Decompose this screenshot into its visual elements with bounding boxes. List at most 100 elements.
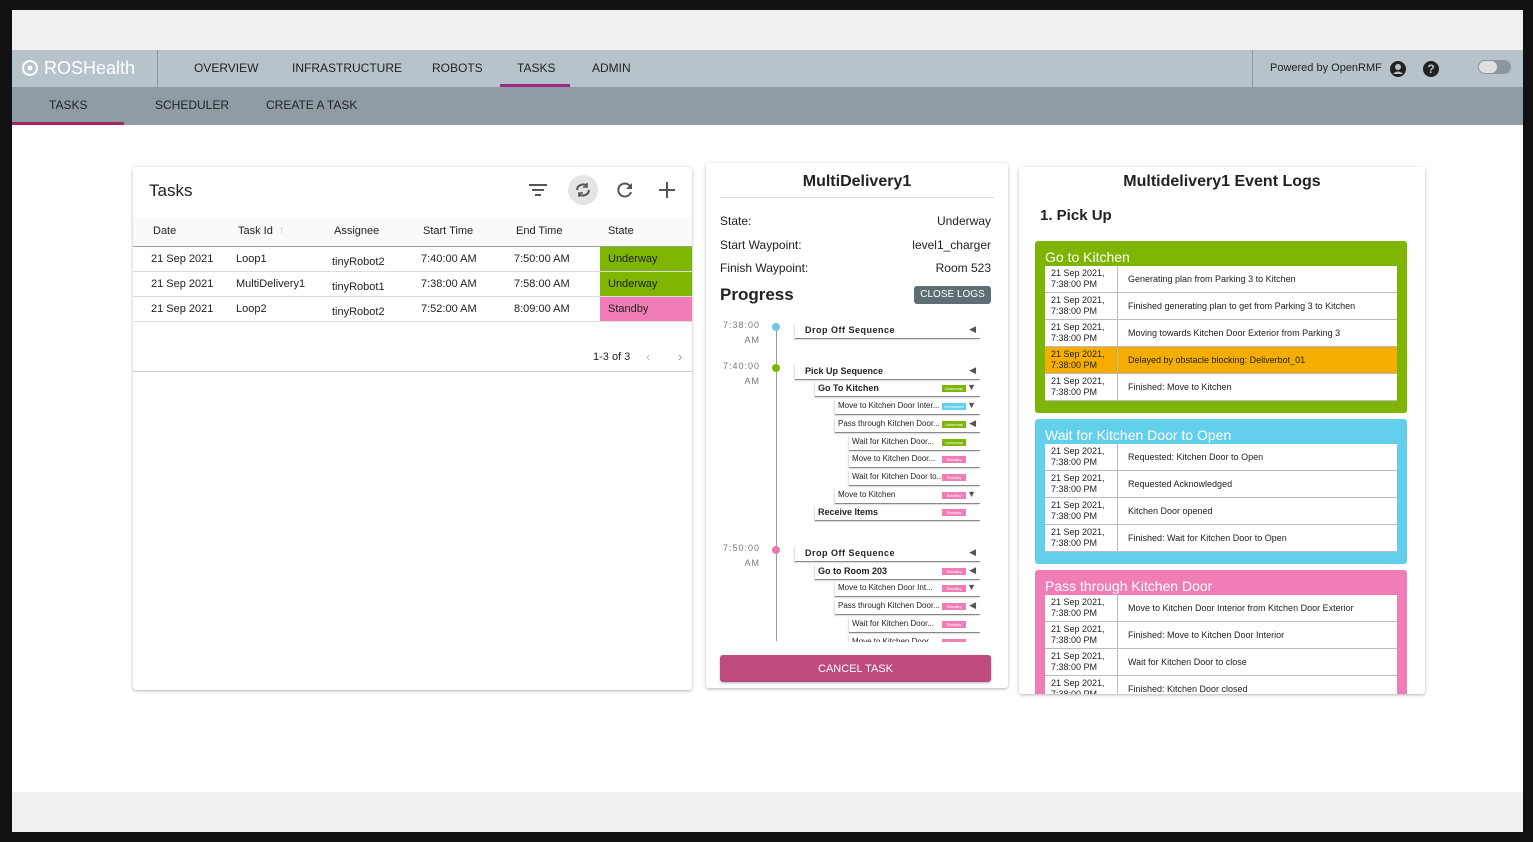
brand: ROSHealth (44, 58, 136, 78)
progress-item[interactable]: Move to Kitchen Door... Standby (849, 452, 980, 469)
item-label: Wait for Kitchen Door... (852, 618, 934, 628)
progress-item[interactable]: Receive Items Standby (815, 505, 980, 522)
item-label: Wait for Kitchen Door to... (852, 471, 944, 481)
progress-item[interactable]: Pass through Kitchen Door... Underway ◀ (835, 417, 980, 433)
logs-title: Multidelivery1 Event Logs (1123, 173, 1321, 190)
log-group-title: Pass through Kitchen Door (1045, 578, 1213, 594)
nav-item[interactable]: ADMIN (592, 61, 631, 75)
help-icon[interactable]: ? (1422, 60, 1440, 78)
status-badge: Standby (942, 620, 966, 628)
log-time-text: 21 Sep 2021, 7:38:00 PM (1051, 446, 1105, 467)
cancel-task-button[interactable]: CANCEL TASK (720, 655, 991, 682)
account-icon[interactable] (1389, 60, 1407, 78)
item-label: Move to Kitchen Door Inter... (838, 401, 940, 411)
log-time-text: 21 Sep 2021, 7:38:00 PM (1051, 500, 1105, 521)
toggle-icon[interactable]: ▼ (967, 488, 976, 499)
item-label: Pass through Kitchen Door... (838, 418, 940, 428)
item-label: Wait for Kitchen Door... (852, 436, 934, 446)
status-badge: Underway (942, 438, 966, 446)
close-logs-button[interactable]: CLOSE LOGS (914, 286, 991, 304)
toolbar-icon[interactable] (568, 175, 598, 205)
subnav-item[interactable]: TASKS (49, 98, 88, 112)
toggle-icon[interactable]: ◀ (969, 417, 976, 428)
toggle-icon[interactable]: ▼ (967, 382, 976, 393)
icon-glyph (659, 182, 675, 198)
nav-item[interactable]: ROBOTS (432, 61, 483, 75)
log-group: Go to Kitchen 21 Sep 2021, 7:38:00 PM Gene… (1035, 241, 1407, 413)
toggle-icon[interactable]: ▼ (967, 400, 976, 411)
timeline-time: 7:38:00 AM (722, 320, 760, 345)
progress-item[interactable]: Move to Kitchen Door Inter... Completed ▼ (835, 399, 980, 416)
icon-glyph (529, 184, 547, 196)
status-label: Standby (946, 510, 962, 516)
log-time (1045, 266, 1118, 292)
log-message: Finished: Wait for Kitchen Door to Open (1128, 533, 1287, 543)
powered-by: Powered by OpenRMF (1270, 62, 1382, 74)
progress-item[interactable]: Move to Kitchen Standby ▼ (835, 488, 980, 504)
toggle-icon[interactable]: ◀ (969, 364, 976, 375)
cell: Loop1 (236, 253, 267, 265)
progress-item[interactable]: Drop Off Sequence ◀ (795, 323, 980, 339)
status-label: Standby (946, 492, 962, 498)
subnav-item[interactable]: SCHEDULER (155, 98, 230, 112)
progress-item[interactable]: Wait for Kitchen Door to... Standby (849, 470, 980, 486)
status-badge: Underway (942, 385, 966, 393)
progress-item[interactable]: Go To Kitchen Underway ▼ (815, 381, 980, 398)
sort-icon: ↑ (279, 225, 284, 236)
log-time-text: 21 Sep 2021, 7:38:00 PM (1051, 349, 1105, 370)
state-cell: Underway (600, 272, 692, 296)
log-time-text: 21 Sep 2021, 7:38:00 PM (1051, 624, 1105, 645)
subnav-item[interactable]: CREATE A TASK (266, 98, 358, 112)
status-badge: Standby (942, 473, 966, 481)
nav-underline (500, 84, 570, 87)
log-message: Finished: Move to Kitchen (1128, 382, 1232, 392)
nav-item[interactable]: OVERVIEW (194, 61, 259, 75)
cell: tinyRobot2 (332, 256, 385, 268)
log-entry: 21 Sep 2021, 7:38:00 PM Move to Kitchen D… (1045, 595, 1397, 622)
progress-item[interactable]: Pass through Kitchen Door... Standby ◀ (835, 599, 980, 616)
detail-title: MultiDelivery1 (802, 173, 912, 190)
toggle-icon[interactable]: ▼ (967, 582, 976, 593)
log-time-text: 21 Sep 2021, 7:38:00 PM (1051, 295, 1105, 316)
icon-glyph (576, 183, 590, 197)
page-next[interactable]: › (678, 349, 683, 364)
icon-glyph (617, 182, 632, 198)
progress-item[interactable]: Go to Room 203 Standby ◀ (815, 564, 980, 580)
title-divider (720, 197, 994, 198)
log-time (1045, 595, 1118, 621)
toggle-knob (1479, 61, 1497, 73)
progress-item[interactable]: Move to Kitchen Door... Standby (849, 635, 980, 642)
progress-item[interactable]: Wait for Kitchen Door... Underway (849, 435, 980, 451)
page-prev[interactable]: ‹ (646, 349, 651, 364)
detail-card: MultiDelivery1 State: Underway Start Waypoi… (706, 163, 1008, 688)
log-time-text: 21 Sep 2021, 7:38:00 PM (1051, 376, 1105, 397)
item-label: Move to Kitchen (838, 489, 896, 499)
log-entry: 21 Sep 2021, 7:38:00 PM Requested Acknowl… (1045, 471, 1397, 498)
tasks-card: Tasks Date Task Id Assignee Start Time End Ti… (133, 167, 692, 690)
toggle-icon[interactable]: ◀ (969, 564, 976, 575)
progress-item[interactable]: Wait for Kitchen Door... Standby (849, 617, 980, 633)
nav-item[interactable]: TASKS (517, 61, 556, 75)
progress-item[interactable]: Move to Kitchen Door Int... Standby ▼ (835, 581, 980, 598)
toolbar-icon[interactable] (652, 175, 682, 205)
cell: 7:50:00 AM (514, 253, 570, 265)
log-entry: 21 Sep 2021, 7:38:00 PM Requested: Kitche… (1045, 444, 1397, 471)
cell: MultiDelivery1 (236, 278, 306, 290)
status-badge: Standby (942, 509, 966, 517)
toggle-icon[interactable]: ◀ (969, 600, 976, 611)
toggle-icon[interactable]: ◀ (969, 324, 976, 334)
toolbar-icon[interactable] (523, 175, 553, 205)
log-time-text: 21 Sep 2021, 7:38:00 PM (1051, 268, 1105, 289)
theme-toggle[interactable] (1478, 60, 1511, 74)
toolbar-icon[interactable] (610, 175, 640, 205)
item-label: Pick Up Sequence (805, 365, 884, 376)
status-label: Underway (944, 386, 963, 392)
nav-item[interactable]: INFRASTRUCTURE (292, 61, 402, 75)
progress-item[interactable]: Pick Up Sequence ◀ (795, 364, 980, 380)
progress-item[interactable]: Drop Off Sequence ◀ (795, 546, 980, 562)
log-time (1045, 293, 1118, 319)
log-time-text: 21 Sep 2021, 7:38:00 PM (1051, 473, 1105, 494)
toggle-icon[interactable]: ◀ (969, 547, 976, 557)
item-label: Move to Kitchen Door... (852, 454, 936, 464)
log-time-text: 21 Sep 2021, 7:38:00 PM (1051, 678, 1105, 694)
